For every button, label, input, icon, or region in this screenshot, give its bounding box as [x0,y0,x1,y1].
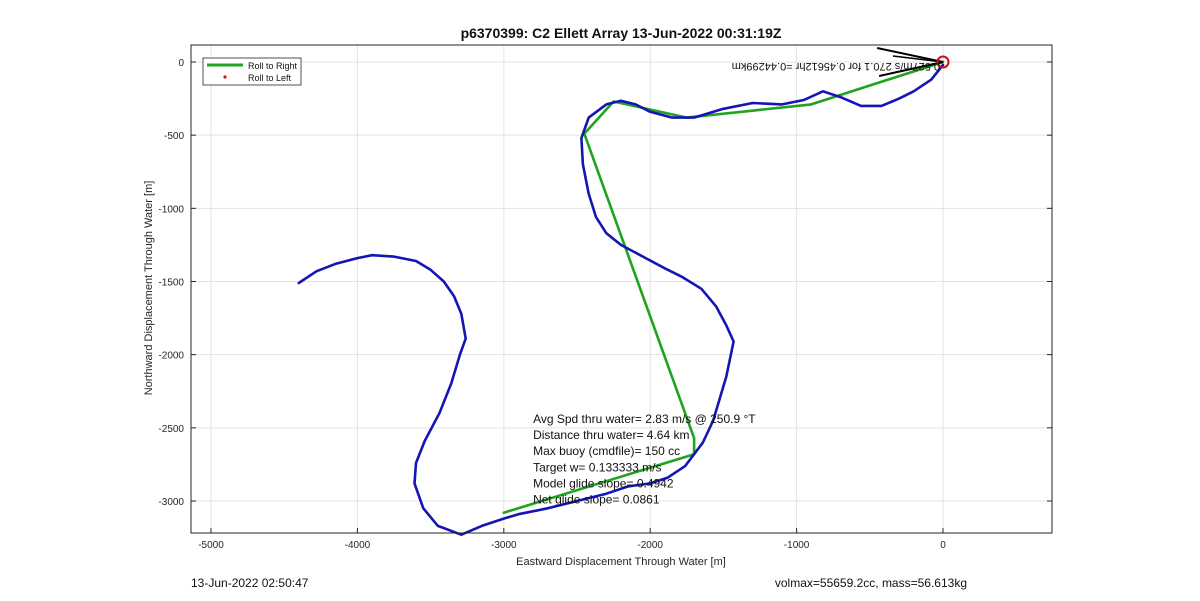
footer-volmax-mass: volmax=55659.2cc, mass=56.613kg [775,576,967,590]
y-tick-label: -3000 [158,497,184,508]
x-tick-label: -2000 [637,540,663,551]
legend-label-roll-right: Roll to Right [248,61,298,71]
grid-lines [191,45,1052,533]
stats-annotation-line: Distance thru water= 4.64 km [533,428,689,442]
roll-right-track [502,60,945,515]
current-arrow-upper [876,47,944,63]
stats-annotation-line: Model glide slope= 0.4942 [533,476,674,490]
stats-annotation-line: Max buoy (cmdfile)= 150 cc [533,444,680,458]
axes-box [190,44,1053,534]
y-tick-label: 0 [178,58,184,69]
legend-label-roll-left: Roll to Left [248,73,292,83]
legend: Roll to Right Roll to Left [202,57,302,86]
annotations: Avg Spd thru water= 2.83 m/s @ 250.9 °T D… [533,60,940,507]
stats-annotation-line: Net glide slope= 0.0861 [533,493,660,507]
current-annotation: 0.527m/s 270.1 for 0.45612hr =0.44299km [732,60,940,72]
y-tick-label: -2500 [158,424,184,435]
x-tick-label: 0 [940,540,946,551]
current-arrow-shaft [892,55,944,63]
end-marker [936,55,950,69]
stats-annotation-line: Target w= 0.133333 m/s [533,460,661,474]
legend-box [202,57,302,86]
stats-annotation-line: Avg Spd thru water= 2.83 m/s @ 250.9 °T [533,412,756,426]
tick-labels: -5000 -4000 -3000 -2000 -1000 0 0 -500 -1000 -150… [158,58,1052,551]
x-tick-label: -4000 [345,540,371,551]
plot-data [297,47,950,537]
dive-climb-track [297,63,945,537]
current-arrow-lower [878,61,944,77]
footer-timestamp: 13-Jun-2022 02:50:47 [191,576,309,590]
legend-swatch-roll-left [223,75,227,79]
y-tick-label: -1500 [158,278,184,289]
x-tick-label: -1000 [784,540,810,551]
x-axis-label: Eastward Displacement Through Water [m] [516,556,726,568]
y-tick-label: -500 [164,131,184,142]
x-tick-label: -5000 [198,540,224,551]
y-axis-label: Northward Displacement Through Water [m] [143,181,155,396]
x-tick-label: -3000 [491,540,517,551]
y-tick-label: -2000 [158,351,184,362]
chart-title: p6370399: C2 Ellett Array 13-Jun-2022 00… [461,25,782,41]
axes [190,44,1053,534]
y-tick-label: -1000 [158,204,184,215]
